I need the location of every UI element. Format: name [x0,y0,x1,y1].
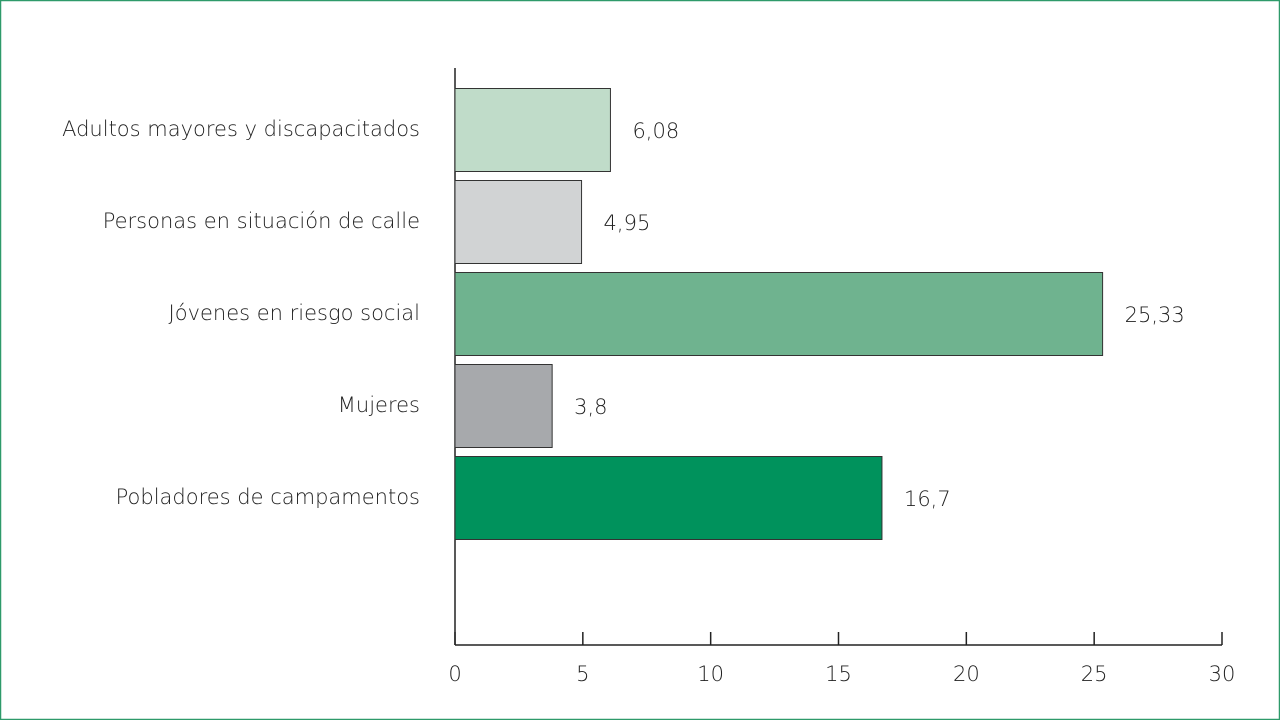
bar [454,364,553,448]
data-label: 16,7 [904,487,951,511]
x-tick-label: 20 [953,662,980,686]
bar [454,456,883,540]
y-tick-label: Adultos mayores y discapacitados [62,117,420,141]
x-tick-label: 0 [448,662,461,686]
bar [454,88,611,172]
data-label: 6,08 [632,119,679,143]
bar [454,180,583,264]
x-tick-label: 15 [825,662,852,686]
bar [454,272,1104,356]
y-tick-label: Personas en situación de calle [103,209,420,233]
y-tick-label: Jóvenes en riesgo social [169,301,420,325]
x-tick-label: 25 [1081,662,1108,686]
y-tick-label: Pobladores de campamentos [116,485,420,509]
data-label: 4,95 [604,211,651,235]
data-label: 25,33 [1125,303,1185,327]
x-tick-label: 5 [576,662,589,686]
x-tick-label: 10 [697,662,724,686]
x-tick-label: 30 [1209,662,1236,686]
data-label: 3,8 [574,395,607,419]
y-tick-label: Mujeres [338,393,420,417]
